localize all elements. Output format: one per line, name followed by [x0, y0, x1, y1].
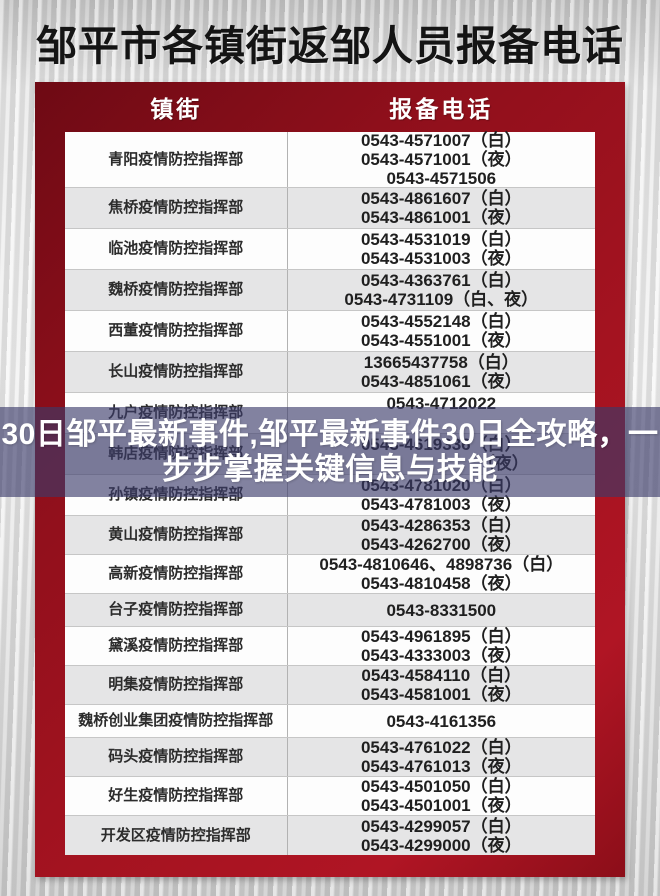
table-row: 黛溪疫情防控指挥部 0543-4961895（白） 0543-4333003（夜）: [65, 627, 595, 666]
table-row: 魏桥疫情防控指挥部 0543-4363761（白） 0543-4731109（白、…: [65, 270, 595, 311]
phone-number: 0543-4262700（夜）: [360, 535, 522, 554]
phone-number: 0543-4286353（白）: [360, 516, 522, 535]
phone-cell: 0543-4552148（白） 0543-4551001（夜）: [288, 311, 595, 351]
phone-cell: 0543-4961895（白） 0543-4333003（夜）: [288, 627, 595, 665]
phone-number: 0543-4161356: [386, 711, 497, 731]
table-row: 长山疫情防控指挥部 13665437758（白） 0543-4851061（夜）: [65, 352, 595, 393]
phone-cell: 0543-4363761（白） 0543-4731109（白、夜）: [288, 270, 595, 310]
town-cell: 黄山疫情防控指挥部: [65, 516, 288, 554]
table-row: 开发区疫情防控指挥部 0543-4299057（白） 0543-4299000（夜…: [65, 816, 595, 855]
town-cell: 黛溪疫情防控指挥部: [65, 627, 288, 665]
phone-number: 0543-4810646、4898736（白）: [319, 555, 564, 574]
phone-number: 0543-4861001（夜）: [360, 208, 522, 227]
phone-cell: 0543-4761022（白） 0543-4761013（夜）: [288, 738, 595, 776]
table-header-row: 镇街 报备电话: [65, 82, 595, 132]
phone-number: 0543-4581001（夜）: [360, 685, 522, 704]
phone-number: 0543-4851061（夜）: [360, 372, 522, 391]
town-cell: 魏桥创业集团疫情防控指挥部: [65, 705, 288, 737]
phone-number: 0543-4584110（白）: [361, 666, 522, 685]
phone-cell: 0543-8331500: [288, 594, 595, 626]
phone-number: 0543-4810458（夜）: [360, 574, 522, 593]
town-cell: 开发区疫情防控指挥部: [65, 816, 288, 855]
phone-number: 0543-8331500: [386, 600, 497, 620]
phone-cell: 13665437758（白） 0543-4851061（夜）: [288, 352, 595, 392]
phone-number: 0543-4571506: [386, 169, 497, 188]
town-cell: 台子疫情防控指挥部: [65, 594, 288, 626]
phone-number: 0543-4363761（白）: [360, 271, 522, 290]
phone-cell: 0543-4584110（白） 0543-4581001（夜）: [288, 666, 595, 704]
phone-number: 0543-4531003（夜）: [360, 249, 522, 268]
town-cell: 长山疫情防控指挥部: [65, 352, 288, 392]
table-row: 台子疫情防控指挥部 0543-8331500: [65, 594, 595, 627]
phone-number: 0543-4761022（白）: [360, 738, 522, 757]
phone-number: 0543-4333003（夜）: [360, 646, 522, 665]
phone-cell: 0543-4531019（白） 0543-4531003（夜）: [288, 229, 595, 269]
phone-number: 0543-4299057（白）: [360, 816, 522, 836]
header-town: 镇街: [150, 96, 203, 122]
town-cell: 明集疫情防控指挥部: [65, 666, 288, 704]
phone-number: 0543-4531019（白）: [360, 230, 522, 249]
table-row: 明集疫情防控指挥部 0543-4584110（白） 0543-4581001（夜）: [65, 666, 595, 705]
phone-cell: 0543-4161356: [288, 705, 595, 737]
page-title: 邹平市各镇街返邹人员报备电话: [36, 23, 624, 69]
phone-cell: 0543-4501050（白） 0543-4501001（夜）: [288, 777, 595, 815]
phone-number: 0543-4501001（夜）: [360, 796, 522, 815]
table-row: 西董疫情防控指挥部 0543-4552148（白） 0543-4551001（夜）: [65, 311, 595, 352]
phone-cell: 0543-4571007（白） 0543-4571001（夜） 0543-45715…: [288, 131, 595, 188]
phone-number: 0543-4781003（夜）: [360, 495, 522, 514]
town-cell: 青阳疫情防控指挥部: [65, 132, 288, 187]
table-row: 魏桥创业集团疫情防控指挥部 0543-4161356: [65, 705, 595, 738]
town-cell: 码头疫情防控指挥部: [65, 738, 288, 776]
table-row: 青阳疫情防控指挥部 0543-4571007（白） 0543-4571001（夜）…: [65, 131, 595, 188]
table-row: 焦桥疫情防控指挥部 0543-4861607（白） 0543-4861001（夜）: [65, 188, 595, 229]
table-row: 黄山疫情防控指挥部 0543-4286353（白） 0543-4262700（夜）: [65, 516, 595, 555]
table-row: 好生疫情防控指挥部 0543-4501050（白） 0543-4501001（夜）: [65, 777, 595, 816]
phone-number: 0543-4861607（白）: [360, 189, 522, 208]
headline-line-1: 30日邹平最新事件,邹平最新事件30日全攻略，一: [1, 418, 659, 451]
phone-number: 0543-4571007（白）: [360, 131, 522, 150]
phone-cell: 0543-4861607（白） 0543-4861001（夜）: [288, 188, 595, 228]
phone-number: 13665437758（白）: [363, 353, 519, 372]
phone-number: 0543-4571001（夜）: [360, 150, 522, 169]
table-row: 临池疫情防控指挥部 0543-4531019（白） 0543-4531003（夜）: [65, 229, 595, 270]
town-cell: 西董疫情防控指挥部: [65, 311, 288, 351]
phone-number: 0543-4761013（夜）: [360, 757, 522, 776]
phone-number: 0543-4731109（白、夜）: [344, 290, 539, 309]
headline-line-2: 步步掌握关键信息与技能: [162, 453, 498, 486]
town-cell: 好生疫情防控指挥部: [65, 777, 288, 815]
table-row: 高新疫情防控指挥部 0543-4810646、4898736（白） 0543-48…: [65, 555, 595, 594]
phone-number: 0543-4551001（夜）: [360, 331, 522, 350]
phone-number: 0543-4299000（夜）: [360, 835, 522, 855]
town-cell: 高新疫情防控指挥部: [65, 555, 288, 593]
phone-cell: 0543-4299057（白） 0543-4299000（夜）: [288, 816, 595, 855]
phone-number: 0543-4501050（白）: [360, 777, 522, 796]
town-cell: 临池疫情防控指挥部: [65, 229, 288, 269]
phone-cell: 0543-4286353（白） 0543-4262700（夜）: [288, 516, 595, 554]
table-row: 码头疫情防控指挥部 0543-4761022（白） 0543-4761013（夜）: [65, 738, 595, 777]
town-cell: 焦桥疫情防控指挥部: [65, 188, 288, 228]
header-phone: 报备电话: [389, 96, 494, 122]
headline-overlay-banner: 30日邹平最新事件,邹平最新事件30日全攻略，一 步步掌握关键信息与技能: [0, 407, 660, 497]
phone-number: 0543-4961895（白）: [360, 627, 522, 646]
phone-cell: 0543-4810646、4898736（白） 0543-4810458（夜）: [288, 555, 595, 593]
town-cell: 魏桥疫情防控指挥部: [65, 270, 288, 310]
phone-number: 0543-4552148（白）: [360, 312, 522, 331]
